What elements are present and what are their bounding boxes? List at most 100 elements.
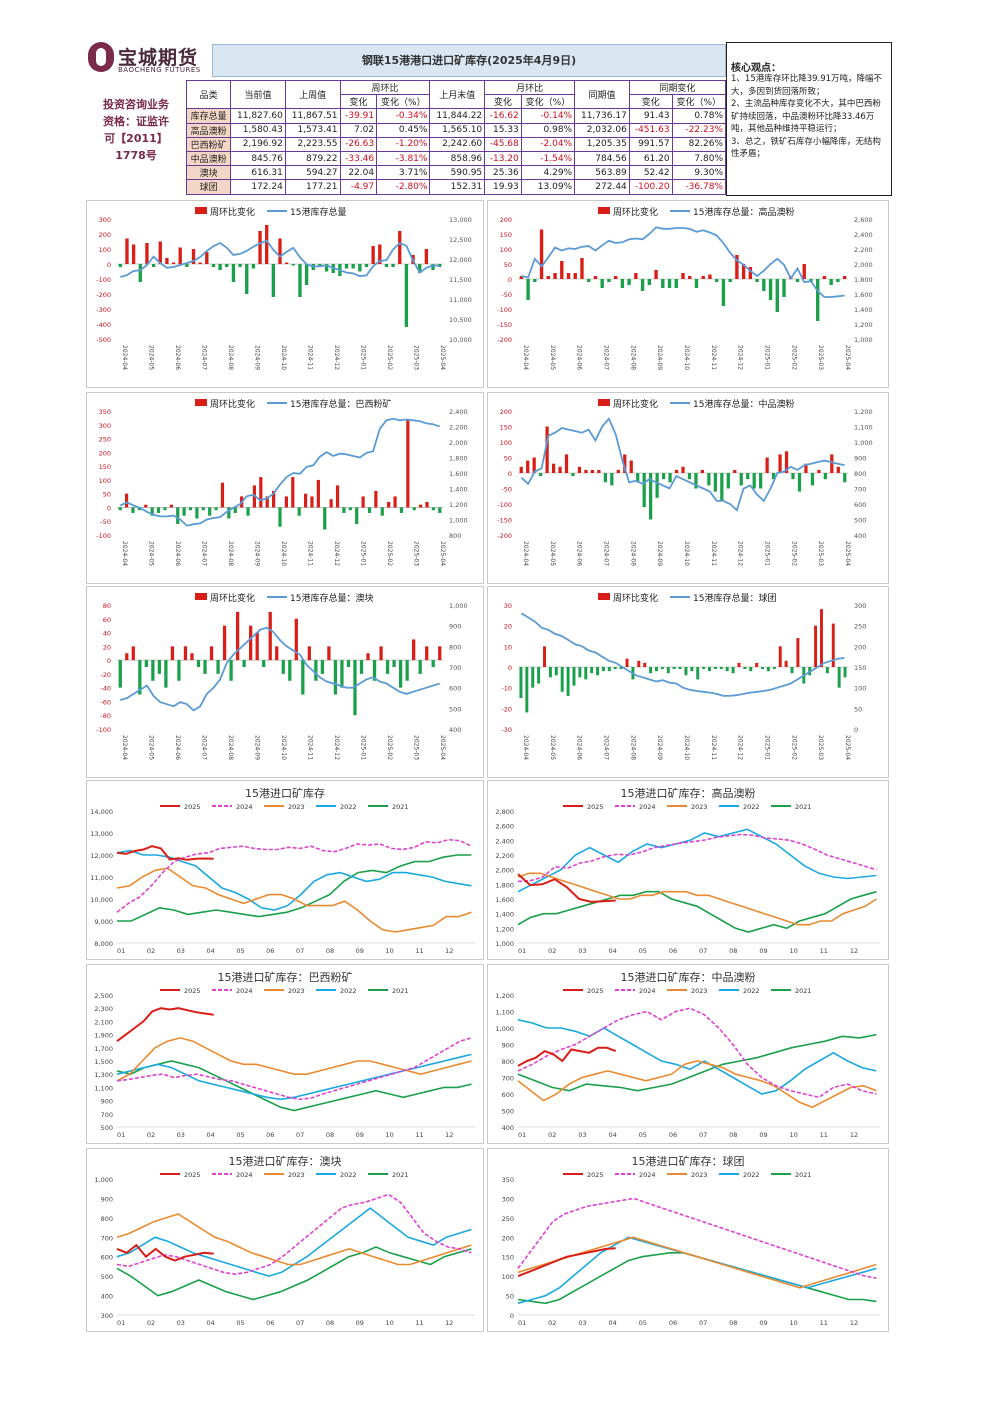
bar (246, 507, 250, 516)
cell-mp: 0.98% (520, 122, 576, 138)
x-tick-label: 2024-08 (227, 735, 234, 760)
bar (825, 667, 829, 674)
y-tick-label: 40 (103, 630, 111, 638)
bar (385, 660, 390, 674)
bar (284, 496, 288, 508)
y-tick-label: -50 (100, 518, 111, 526)
bar (251, 264, 256, 269)
x-tick-label: 03 (578, 1319, 586, 1327)
x-tick-label: 04 (609, 1319, 617, 1327)
chart-brazil-season: 15港进口矿库存：巴西粉矿 2025 2024 2023 2022 2021 500 700 9… (86, 964, 484, 1144)
bar (519, 276, 524, 279)
cell-wc: 22.04 (339, 165, 378, 181)
bar (681, 466, 685, 473)
series-2022-line (517, 1236, 877, 1305)
cell-last: 2,223.55 (284, 136, 341, 152)
legend-label: 2025 (587, 803, 604, 811)
cell-yc: 991.57 (628, 136, 673, 152)
inventory-line (120, 239, 440, 278)
bar (191, 249, 196, 264)
table-row: 澳块 616.31 594.27 22.04 3.71% 590.95 25.36 4.29%… (185, 165, 727, 181)
x-tick-label: 11 (415, 1131, 423, 1139)
cell-mp: 4.29% (520, 165, 576, 181)
chart-svg: 周环比变化 15港库存总量：巴西粉矿 -100 -50 0 50 100 150 200 250 3… (96, 398, 468, 566)
cell-lm: 152.31 (429, 179, 486, 195)
bar (316, 479, 320, 508)
series-2022-line (517, 1019, 877, 1095)
bar (384, 264, 389, 267)
y-tick-label: 1,600 (495, 896, 514, 904)
col-mom-pct: 变化（%） (520, 94, 576, 110)
bar (358, 264, 362, 272)
bar (431, 660, 435, 667)
core-view-point: 1、15港库存环比降39.91万吨，降幅不大，多因到货回落所致； (731, 74, 883, 97)
legend-label: 2025 (184, 1171, 201, 1179)
bar (271, 264, 276, 297)
bar (784, 660, 788, 667)
bar (158, 241, 162, 264)
bar (275, 646, 279, 661)
y2-tick-label: 1,600 (449, 470, 468, 478)
bar (768, 279, 773, 300)
chart-svg: 周环比变化 15港库存总量 -500 -400 -300 -200 -100 0 100 200 3… (96, 206, 472, 370)
bar (731, 667, 735, 674)
bar (775, 279, 779, 312)
chart-high-aus-weekly: 周环比变化 15港库存总量：高品澳粉 -200 -150 -100 -50 0 50 100 15… (487, 200, 889, 388)
bar (560, 261, 564, 279)
x-tick-label: 09 (759, 947, 767, 955)
y2-tick-label: 500 (449, 705, 461, 713)
legend-label: 2025 (184, 803, 201, 811)
bar (404, 264, 409, 327)
x-tick-label: 2025-01 (764, 345, 771, 370)
bar (647, 279, 652, 285)
company-logo: 宝城期货 BAOCHENG FUTURES (86, 42, 212, 76)
bar (198, 262, 202, 264)
bar (372, 660, 377, 681)
bar (616, 469, 620, 473)
cell-yv: 563.89 (574, 165, 630, 181)
legend-label: 2024 (639, 1171, 656, 1179)
bar (843, 667, 847, 678)
y2-tick-label: 2,400 (854, 231, 873, 239)
y2-tick-label: 600 (854, 501, 866, 509)
series-2022-line (517, 828, 877, 893)
bar (208, 507, 212, 516)
bar (713, 473, 717, 492)
y2-tick-label: 700 (449, 664, 461, 672)
legend-label: 2022 (743, 1171, 760, 1179)
y2-tick-label: 11,500 (449, 276, 472, 284)
cell-last: 177.21 (284, 179, 341, 195)
bar (431, 507, 436, 511)
bar (399, 507, 404, 513)
bar (216, 660, 220, 674)
cell-mc: -16.62 (484, 108, 522, 124)
chart-title: 15港进口矿库存：澳块 (229, 1154, 342, 1168)
bar (178, 247, 182, 264)
bar (678, 667, 682, 670)
legend-label: 2023 (691, 1171, 708, 1179)
chart-title: 15港进口矿库存：球团 (632, 1154, 745, 1168)
bar (790, 667, 794, 674)
x-tick-label: 2024-10 (683, 345, 690, 370)
legend-label: 2022 (743, 987, 760, 995)
x-tick-label: 2024-11 (710, 541, 717, 566)
bar (749, 667, 753, 672)
y-tick-label: 50 (506, 1293, 514, 1301)
x-tick-label: 01 (117, 947, 125, 955)
col-mom: 月环比 (484, 79, 576, 96)
bar (713, 667, 717, 670)
cell-lm: 1,565.10 (429, 122, 486, 138)
bar (225, 264, 229, 267)
y-tick-label: -10 (501, 685, 512, 693)
cell-yc: 91.43 (628, 108, 673, 124)
cell-yp: 82.26% (671, 136, 727, 152)
y-tick-label: 50 (103, 491, 111, 499)
y-tick-label: -400 (96, 321, 111, 329)
cell-yp: -22.23% (671, 122, 727, 138)
y-tick-label: 11,000 (90, 874, 113, 882)
bar (746, 473, 750, 480)
y-tick-label: -100 (96, 276, 111, 284)
y-tick-label: 100 (99, 246, 111, 254)
y-tick-label: 0 (107, 657, 111, 665)
bar (558, 466, 562, 473)
